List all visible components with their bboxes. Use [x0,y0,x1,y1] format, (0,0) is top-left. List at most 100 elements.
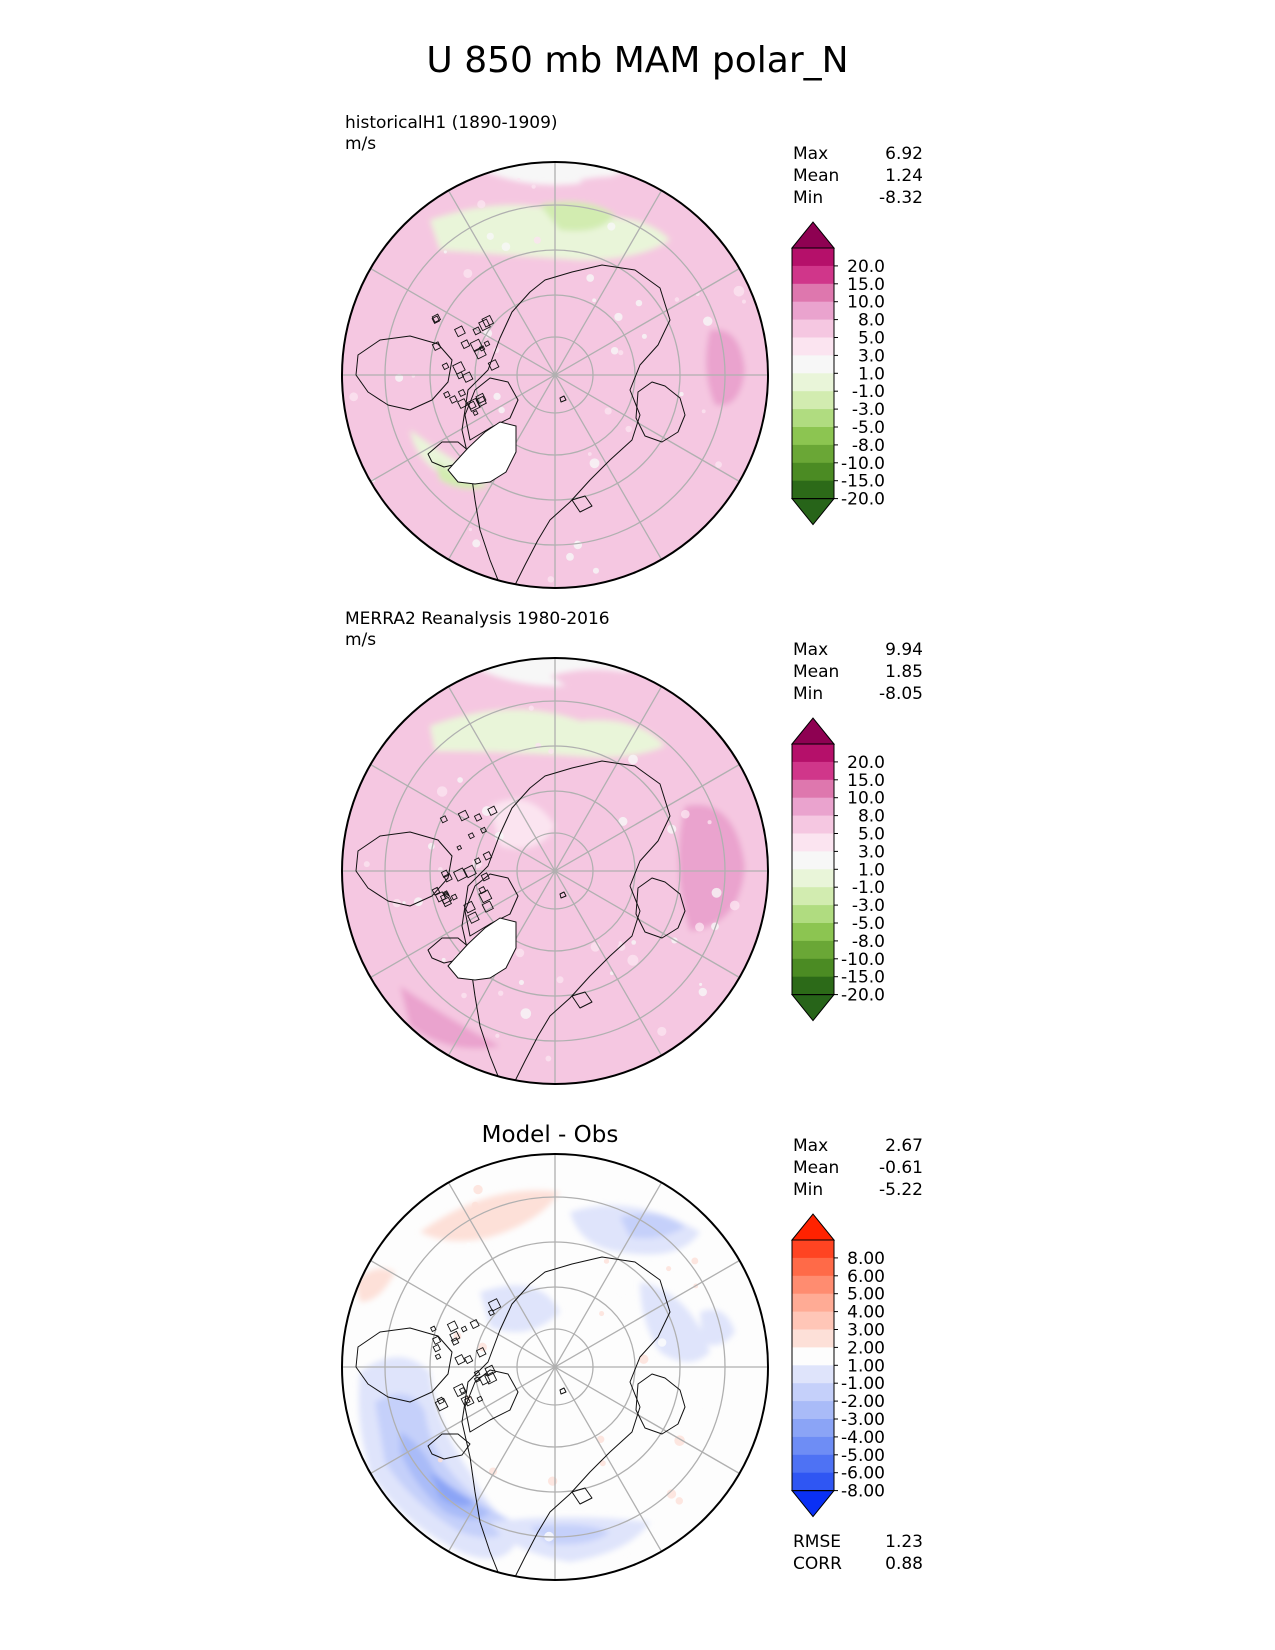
coastline [559,1387,567,1395]
contour-speck [516,177,521,182]
stat-label: Min [793,1180,824,1200]
colorbar-tick-label: 5.0 [858,329,885,349]
contour-speck [395,373,404,382]
contour-speck [733,285,745,297]
colorbar-segment [792,265,834,285]
contour-speck [596,1303,606,1312]
coastline-island [450,1337,460,1346]
colorbar-segment [792,797,834,817]
colorbar-extend-min [790,498,836,526]
contour-fill [400,1432,490,1520]
contour-speck [478,1342,487,1352]
colorbar-segment [792,1454,834,1474]
contour-fill [430,1472,475,1506]
coastline [559,395,567,403]
colorbar-segment [792,480,834,500]
contour-fill [435,460,490,489]
contour-speck [486,1440,491,1445]
stat-value: -0.61 [879,1158,923,1178]
map-field [342,1154,768,1580]
coastline-island [431,313,442,323]
colorbar-segment [792,1311,834,1330]
colorbar-segment [792,462,834,482]
stat-value: 9.94 [885,640,923,660]
contour-speck [604,407,612,415]
colorbar-tick-label: 10.0 [847,789,885,809]
colorbar-segment [792,1240,834,1259]
colorbar-segment [792,869,834,888]
panel-model-units: m/s [345,134,377,154]
contour-speck [531,184,536,189]
coastline-island [469,1319,480,1330]
stat-label: Mean [793,166,840,186]
stat-row-mean: Mean 1.85 [793,661,923,683]
contour-speck [656,1273,667,1283]
contour-speck [549,1457,555,1464]
contour-speck [528,705,534,711]
contour-speck [547,1476,558,1486]
contour-speck [566,552,574,561]
contour-speck [592,298,597,303]
coastline-island [469,338,484,353]
coastline [571,991,593,1009]
coastline-island [460,339,471,350]
contour-speck [666,1489,677,1499]
colorbar-segment [792,444,834,464]
contour-speck [471,1201,479,1209]
panel-obs-name: MERRA2 Reanalysis 1980-2016 [345,609,610,629]
colorbar-segment [792,923,834,942]
meridian-line [447,190,663,560]
colorbar-tick-label: -10.0 [841,454,885,474]
colorbar-tick-label: -1.0 [852,878,885,898]
contour-speck [622,1550,631,1558]
contour-speck [402,901,406,905]
contour-speck [666,1266,672,1272]
colorbar-segment [792,887,834,906]
colorbar-segment [792,301,834,321]
colorbar-tick-label: -20.0 [841,490,885,510]
coastline-island [478,886,487,895]
colorbar-segment [792,1436,834,1456]
coastline-island [450,893,458,901]
contour-speck [589,458,600,469]
metric-row-rmse: RMSE 1.23 [793,1531,923,1553]
contour-speck [673,1267,684,1278]
coastline-island [473,1376,481,1383]
stat-row-min: Min -8.05 [793,683,923,705]
coastline-island [460,1325,468,1333]
coastline-island [484,1364,497,1377]
colorbar-tick-label: 5.0 [858,825,885,845]
map-field [342,162,768,588]
contour-speck [663,1480,673,1490]
coastline-island [464,1354,474,1365]
colorbar-extend-max [790,717,836,745]
coastline-island [478,345,486,352]
contour-speck [701,409,706,414]
stat-value: -8.05 [879,684,923,704]
contour-speck [599,1311,605,1317]
contour-speck [698,987,707,997]
coastline-island [473,813,483,822]
colorbar-segment [792,1275,834,1295]
contour-fill [480,1285,560,1332]
contour-speck [573,540,583,550]
stat-row-max: Max 9.94 [793,639,923,661]
colorbar-tick-label: 8.0 [858,311,885,331]
contour-speck [596,1435,605,1444]
coastline-island [478,889,493,904]
coastline-island [487,1309,495,1317]
stat-label: Mean [793,1158,840,1178]
coastline-island [456,844,463,851]
colorbar-tick-label: 20.0 [847,753,885,773]
contour-speck [742,299,746,304]
colorbar-segment [792,1383,834,1402]
colorbar-tick-label: -6.00 [841,1464,885,1484]
colorbar-tick-label: 8.00 [847,1249,885,1269]
coastline [635,381,686,443]
coastline-island [463,864,477,879]
stat-value: 1.85 [885,662,923,682]
panel-model-polar-map [341,161,769,589]
coastline [635,877,686,939]
contour-speck [616,1287,627,1298]
colorbar-tick-label: 3.00 [847,1321,885,1341]
